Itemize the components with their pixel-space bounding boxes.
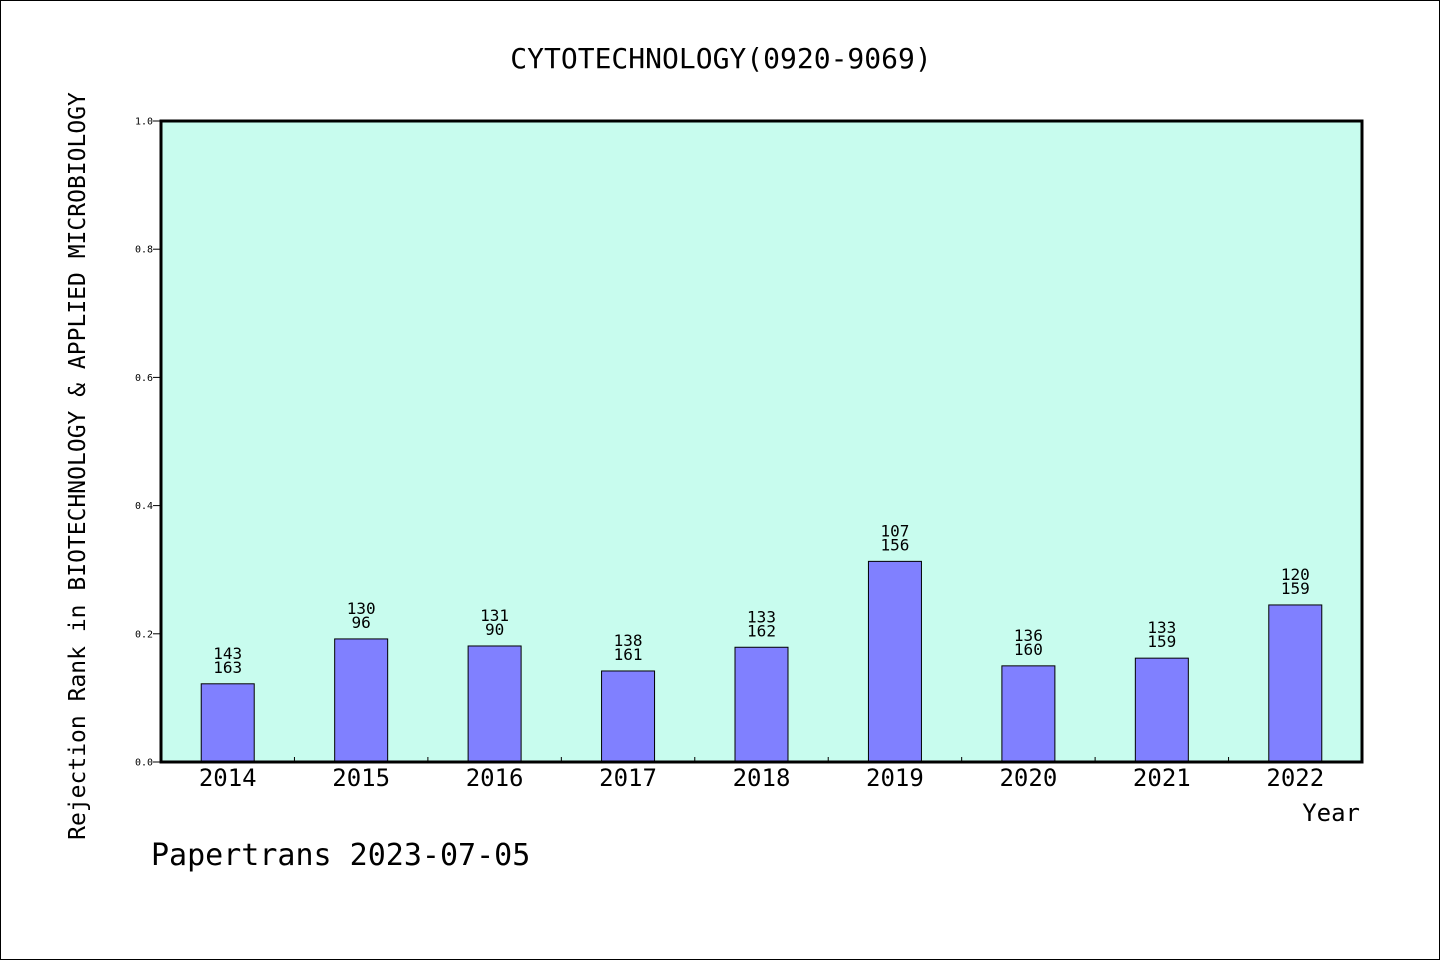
x-tick-label: 2020 [999, 764, 1057, 792]
y-tick-label: 0.2 [135, 629, 153, 640]
x-tick-label: 2021 [1133, 764, 1191, 792]
data-label-bottom: 90 [485, 620, 504, 639]
data-label-top: 133 [1147, 618, 1176, 637]
data-label-top: 143 [213, 644, 242, 663]
x-tick-label: 2014 [199, 764, 257, 792]
x-tick-label: 2016 [466, 764, 524, 792]
data-label-bottom: 156 [880, 535, 909, 554]
y-tick-label: 1.0 [135, 117, 153, 128]
x-tick-label: 2015 [332, 764, 390, 792]
y-axis-label: Rejection Rank in BIOTECHNOLOGY & APPLIE… [65, 92, 91, 840]
x-tick-label: 2022 [1266, 764, 1324, 792]
data-label-top: 133 [747, 607, 776, 626]
bar [1134, 657, 1189, 763]
data-label-bottom: 159 [1147, 632, 1176, 651]
bar [467, 645, 522, 763]
bar [734, 646, 789, 763]
plot-border [159, 119, 1364, 764]
data-label-top: 107 [880, 521, 909, 540]
bar [200, 683, 255, 763]
footer-text: Papertrans 2023-07-05 [151, 838, 530, 873]
data-label-top: 120 [1281, 565, 1310, 584]
y-tick-label: 0.0 [135, 758, 153, 769]
x-axis-label: Year [1302, 799, 1360, 827]
data-label-top: 130 [347, 599, 376, 618]
bar [1001, 665, 1056, 763]
data-label-bottom: 161 [614, 645, 643, 664]
data-label-bottom: 96 [352, 613, 371, 632]
x-tick-label: 2019 [866, 764, 924, 792]
data-label-top: 136 [1014, 626, 1043, 645]
bar [867, 560, 922, 763]
data-label-top: 131 [480, 606, 509, 625]
chart-title: CYTOTECHNOLOGY(0920-9069) [510, 42, 931, 75]
y-tick-label: 0.4 [135, 501, 153, 512]
data-label-bottom: 160 [1014, 640, 1043, 659]
x-tick-label: 2018 [733, 764, 791, 792]
bar [1268, 604, 1323, 763]
y-tick-label: 0.6 [135, 373, 153, 384]
x-tick-label: 2017 [599, 764, 657, 792]
data-label-bottom: 163 [213, 658, 242, 677]
data-label-bottom: 159 [1281, 579, 1310, 598]
bar [601, 670, 656, 763]
data-label-bottom: 162 [747, 621, 776, 640]
y-tick-label: 0.8 [135, 245, 153, 256]
bar [334, 638, 389, 763]
data-label-top: 138 [614, 631, 643, 650]
